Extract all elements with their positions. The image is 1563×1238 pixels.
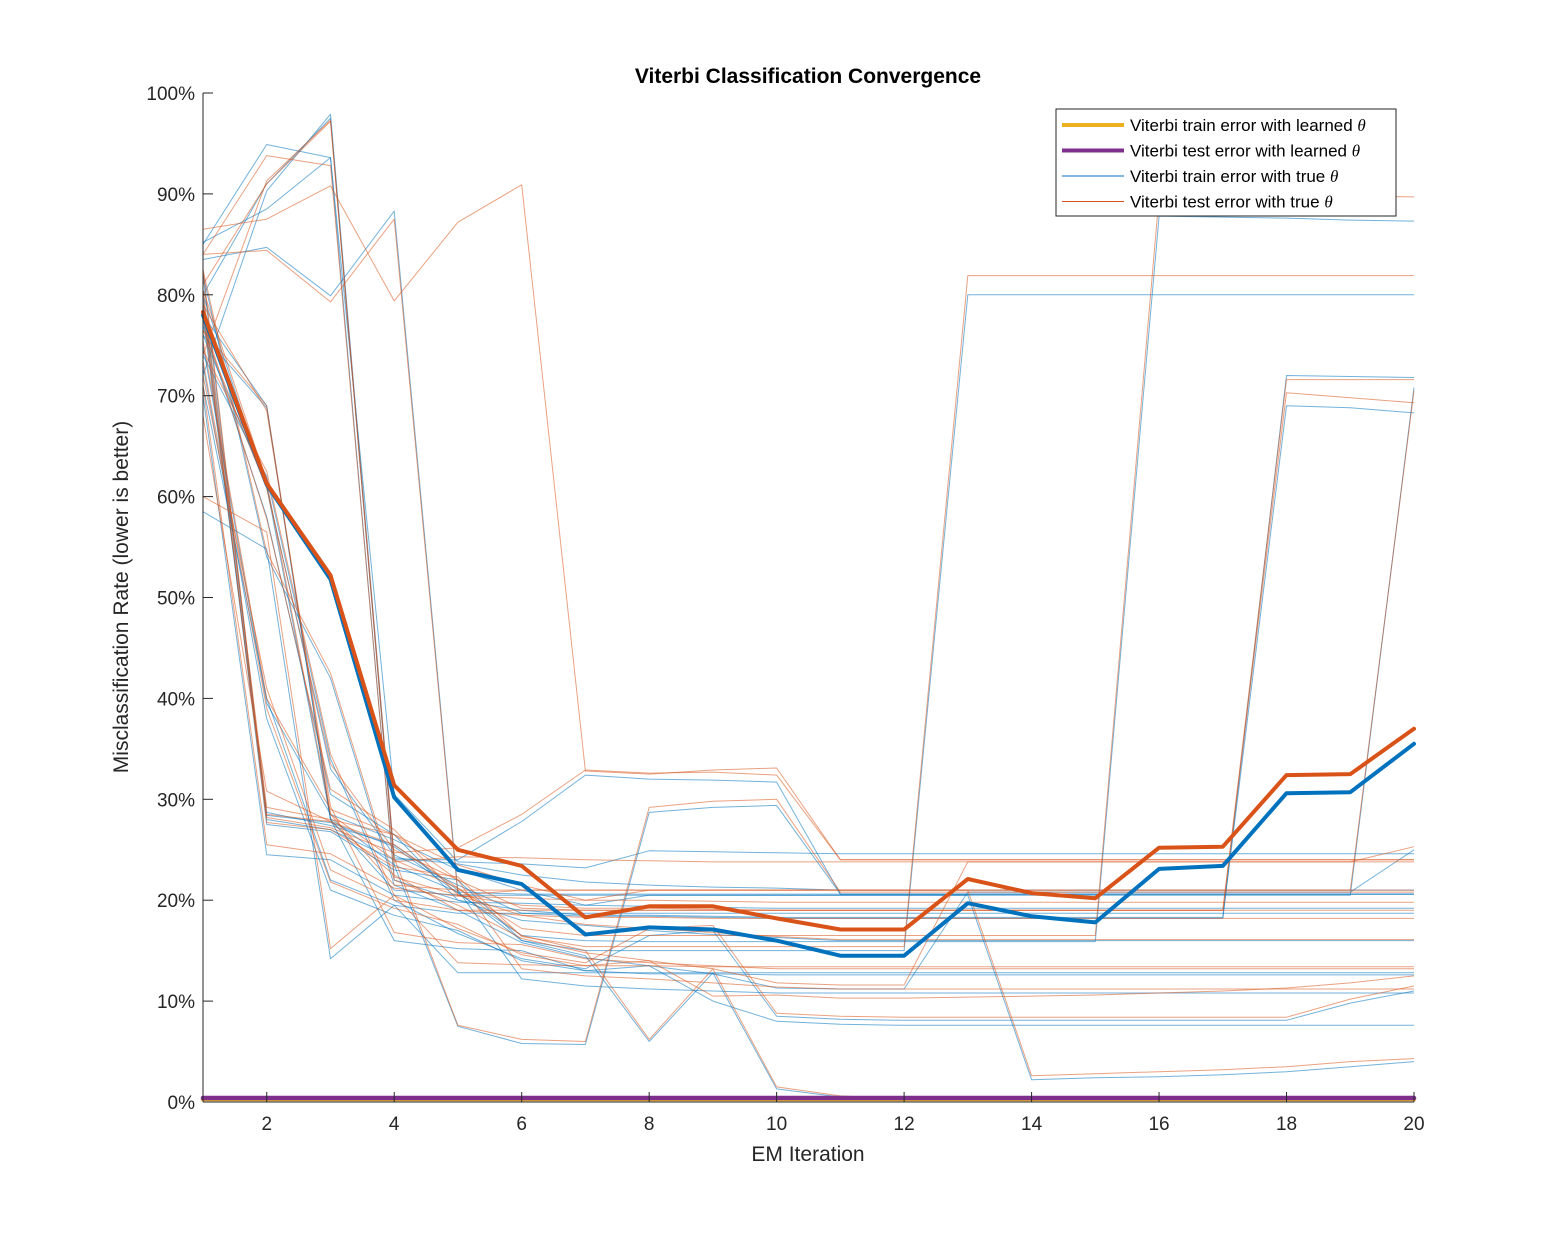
x-tick-label: 14 [1021, 1114, 1043, 1135]
chart-title: Viterbi Classification Convergence [635, 65, 981, 88]
test-run-line-16 [202, 319, 1415, 911]
x-tick-label: 18 [1276, 1114, 1297, 1135]
y-tick-label: 90% [157, 185, 195, 206]
train-run-line-8 [202, 395, 1414, 909]
train-run-line-6 [202, 314, 1414, 976]
x-tick-label: 20 [1403, 1114, 1424, 1135]
y-tick-label: 100% [146, 84, 195, 105]
test-run-line-6 [202, 304, 1414, 970]
train-run-line-9 [202, 511, 1414, 974]
test-run-line-8 [202, 385, 1414, 903]
legend-label-4: Viterbi test error with true θ [1130, 193, 1333, 212]
test-run-line-9 [202, 496, 1414, 968]
legend: Viterbi train error with learned θ Viterb… [1055, 108, 1397, 217]
test-run-line-11 [202, 360, 1415, 999]
train-run-line-18 [202, 345, 1415, 1081]
y-tick-label: 30% [157, 790, 195, 811]
y-ticks: 0% 10% 20% 30% 40% 50% 60% 70% 80% 90% 100% [146, 84, 213, 1114]
x-tick-label: 8 [644, 1114, 655, 1135]
y-tick-label: 50% [157, 589, 195, 610]
y-tick-label: 80% [157, 286, 195, 307]
test-run-line-4 [202, 155, 1414, 941]
x-ticks: 2 4 6 8 10 12 14 16 18 20 [261, 1092, 1425, 1135]
test-run-line-21 [202, 269, 1415, 986]
x-tick-label: 16 [1148, 1114, 1169, 1135]
series-line-4 [201, 310, 1416, 932]
x-tick-label: 6 [516, 1114, 527, 1135]
y-tick-label: 0% [168, 1093, 196, 1114]
y-tick-label: 10% [157, 992, 195, 1013]
x-tick-label: 10 [766, 1114, 787, 1135]
x-tick-label: 2 [261, 1114, 272, 1135]
train-run-line-13 [202, 294, 1414, 952]
axes: 2 4 6 8 10 12 14 16 18 20 0% 10% 20% 30% 40% 50% 60% 70%… [146, 84, 1424, 1135]
y-axis-title: Misclassification Rate (lower is better) [110, 421, 133, 773]
x-tick-label: 12 [894, 1114, 915, 1135]
train-run-line-11 [202, 365, 1414, 1026]
test-run-line-22 [202, 415, 1414, 919]
y-tick-label: 70% [157, 387, 195, 408]
test-run-line-20 [202, 350, 1415, 1018]
series-line-3 [201, 313, 1416, 958]
legend-label-1: Viterbi train error with learned θ [1130, 116, 1366, 135]
train-run-line-1 [202, 157, 1414, 869]
train-run-line-16 [202, 324, 1415, 918]
series-layer [200, 310, 1417, 1102]
train-run-line-4 [202, 144, 1414, 942]
y-tick-label: 60% [157, 488, 195, 509]
legend-label-3: Viterbi train error with true θ [1130, 167, 1338, 186]
y-tick-label: 40% [157, 689, 195, 710]
x-tick-label: 4 [389, 1114, 400, 1135]
y-tick-label: 20% [157, 891, 195, 912]
legend-label-2: Viterbi test error with learned θ [1130, 142, 1360, 161]
test-run-line-18 [202, 340, 1415, 1077]
test-run-line-10 [202, 289, 1414, 990]
x-axis-title: EM Iteration [751, 1143, 864, 1166]
